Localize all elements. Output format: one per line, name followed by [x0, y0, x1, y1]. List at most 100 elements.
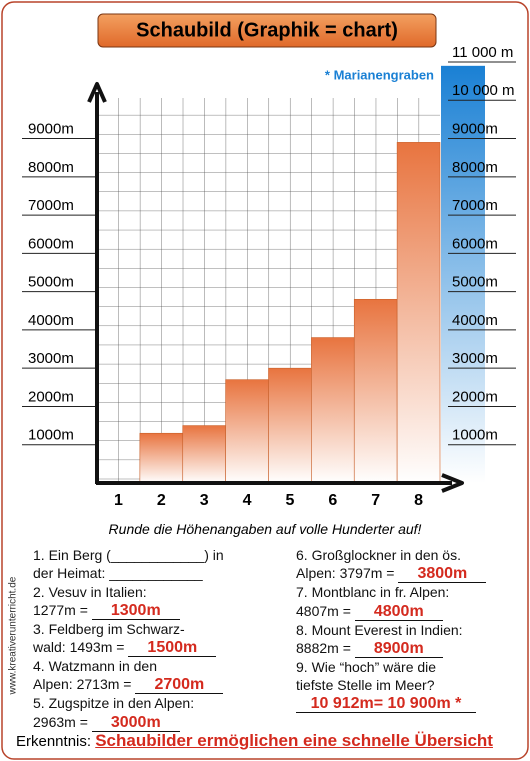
x-tick-label: 5	[285, 492, 294, 509]
y-tick-label: 4000m	[28, 312, 74, 329]
y2-tick-label: 3000m	[452, 350, 498, 367]
y2-tick-label: 4000m	[452, 312, 498, 329]
question-line: 6. Großglockner in den ös.	[296, 546, 521, 564]
y2-tick-label: 10 000 m	[452, 82, 515, 99]
bar	[225, 379, 269, 484]
question-text: Alpen: 3797m =	[296, 565, 395, 582]
question-text: 6. Großglockner in den ös.	[296, 547, 461, 563]
bar	[139, 432, 184, 484]
question: 2. Vesuv in Italien: 1277m = 1300m	[33, 583, 283, 620]
y-tick-label: 5000m	[28, 274, 74, 291]
bar	[396, 142, 441, 484]
question-line: 7. Montblanc in fr. Alpen:	[296, 583, 521, 601]
y-tick-label: 2000m	[28, 388, 74, 405]
y-tick-label: 6000m	[28, 235, 74, 252]
y2-tick-label: 8000m	[452, 159, 498, 176]
answer: 8900m	[354, 640, 443, 658]
instruction: Runde die Höhenangaben auf volle Hundert…	[108, 521, 422, 537]
y2-tick-label: 9000m	[452, 121, 498, 138]
x-tick-label: 2	[157, 492, 166, 509]
axes	[87, 82, 464, 493]
answer: 3800m	[398, 566, 487, 584]
question-line: 2. Vesuv in Italien:	[33, 583, 283, 601]
reference-label: * Marianengraben	[325, 67, 434, 82]
x-tick-label: 1	[114, 492, 123, 509]
y2-tick-label: 7000m	[452, 197, 498, 214]
y2-tick-label: 1000m	[452, 427, 498, 444]
question: 4. Watzmann in den Alpen: 2713m = 2700m	[33, 657, 283, 695]
x-tick-label: 3	[200, 492, 209, 509]
question-line: Alpen: 2713m = 2700m	[33, 675, 283, 695]
x-tick-label: 4	[243, 492, 252, 509]
bar	[353, 298, 398, 484]
question-line: 1277m = 1300m	[33, 601, 283, 620]
question: 6. Großglockner in den ös. Alpen: 3797m =…	[296, 546, 521, 584]
question: 1. Ein Berg (____________) in der Heimat:…	[33, 546, 283, 583]
question-text: 2. Vesuv in Italien:	[33, 583, 147, 600]
title-box	[97, 13, 437, 48]
question-line: der Heimat: ____________	[33, 564, 283, 582]
question-text: 1277m =	[33, 601, 88, 618]
question-line: Alpen: 3797m = 3800m	[296, 564, 521, 584]
question-text: 1. Ein Berg (____________) in	[33, 547, 224, 563]
question: 5. Zugspitze in den Alpen: 2963m = 3000m	[33, 694, 283, 732]
answer: 2700m	[135, 677, 224, 695]
question-line: 8882m = 8900m	[296, 639, 521, 658]
y2-tick-label: 11 000 m	[452, 44, 513, 61]
question-text: 8. Mount Everest in Indien:	[296, 621, 463, 638]
conclusion-label: Erkenntnis:	[16, 733, 92, 750]
y2-tick-label: 5000m	[452, 274, 498, 291]
website: www.kreativerunterricht.de	[7, 576, 19, 695]
bar	[311, 337, 355, 484]
reference-bar	[441, 65, 485, 483]
question-line: 5. Zugspitze in den Alpen:	[33, 694, 283, 712]
bar	[268, 367, 312, 484]
y2-tick-label: 6000m	[452, 235, 498, 252]
question-text: 5. Zugspitze in den Alpen:	[33, 695, 195, 712]
question-line: 9. Wie “hoch” wäre die	[296, 658, 521, 676]
question-text: 3. Feldberg im Schwarz-	[33, 620, 185, 637]
question-text: tiefste Stelle im Meer?	[296, 677, 435, 694]
question-line: 1. Ein Berg (____________) in	[33, 546, 283, 564]
question: 9. Wie “hoch” wäre die tiefste Stelle im …	[296, 658, 521, 714]
question: 8. Mount Everest in Indien: 8882m = 8900m	[296, 621, 521, 658]
question-text: 4. Watzmann in den	[33, 658, 157, 675]
question-text: der Heimat: ____________	[33, 565, 203, 582]
y-tick-label: 7000m	[28, 197, 74, 214]
y-tick-label: 3000m	[28, 350, 74, 367]
left-questions: 1. Ein Berg (____________) in der Heimat:…	[33, 546, 283, 732]
question-line: 3. Feldberg im Schwarz-	[33, 620, 283, 638]
answer-line: 10 912m= 10 900m *	[296, 694, 521, 714]
right-questions: 6. Großglockner in den ös. Alpen: 3797m =…	[296, 546, 521, 714]
answer: 3000m	[91, 714, 180, 732]
bar	[182, 425, 226, 484]
question-line: wald: 1493m = 1500m	[33, 638, 283, 658]
question-line: 2963m = 3000m	[33, 713, 283, 732]
answer: 4800m	[354, 603, 443, 621]
question-line: 8. Mount Everest in Indien:	[296, 621, 521, 639]
conclusion: Erkenntnis: Schaubilder ermöglichen eine…	[16, 731, 493, 751]
y-tick-label: 9000m	[28, 121, 74, 138]
y-tick-label: 1000m	[28, 427, 74, 444]
conclusion-text: Schaubilder ermöglichen eine schnelle Üb…	[95, 731, 493, 750]
question-text: 2963m =	[33, 713, 88, 730]
x-tick-label: 6	[328, 492, 337, 509]
answer: 10 912m= 10 900m *	[296, 696, 476, 714]
y2-tick-label: 2000m	[452, 388, 498, 405]
question-text: Alpen: 2713m =	[33, 676, 132, 693]
y-tick-label: 8000m	[28, 159, 74, 176]
question-line: tiefste Stelle im Meer?	[296, 676, 521, 694]
question-text: 7. Montblanc in fr. Alpen:	[296, 584, 450, 601]
question-text: wald: 1493m =	[33, 639, 125, 656]
question-text: 4807m =	[296, 602, 351, 619]
answer: 1300m	[91, 602, 180, 620]
question-text: 8882m =	[296, 639, 351, 656]
question-line: 4807m = 4800m	[296, 602, 521, 621]
question-line: 4. Watzmann in den	[33, 657, 283, 675]
answer: 1500m	[128, 640, 217, 658]
question-text: 9. Wie “hoch” wäre die	[296, 658, 437, 675]
question: 7. Montblanc in fr. Alpen: 4807m = 4800m	[296, 583, 521, 621]
